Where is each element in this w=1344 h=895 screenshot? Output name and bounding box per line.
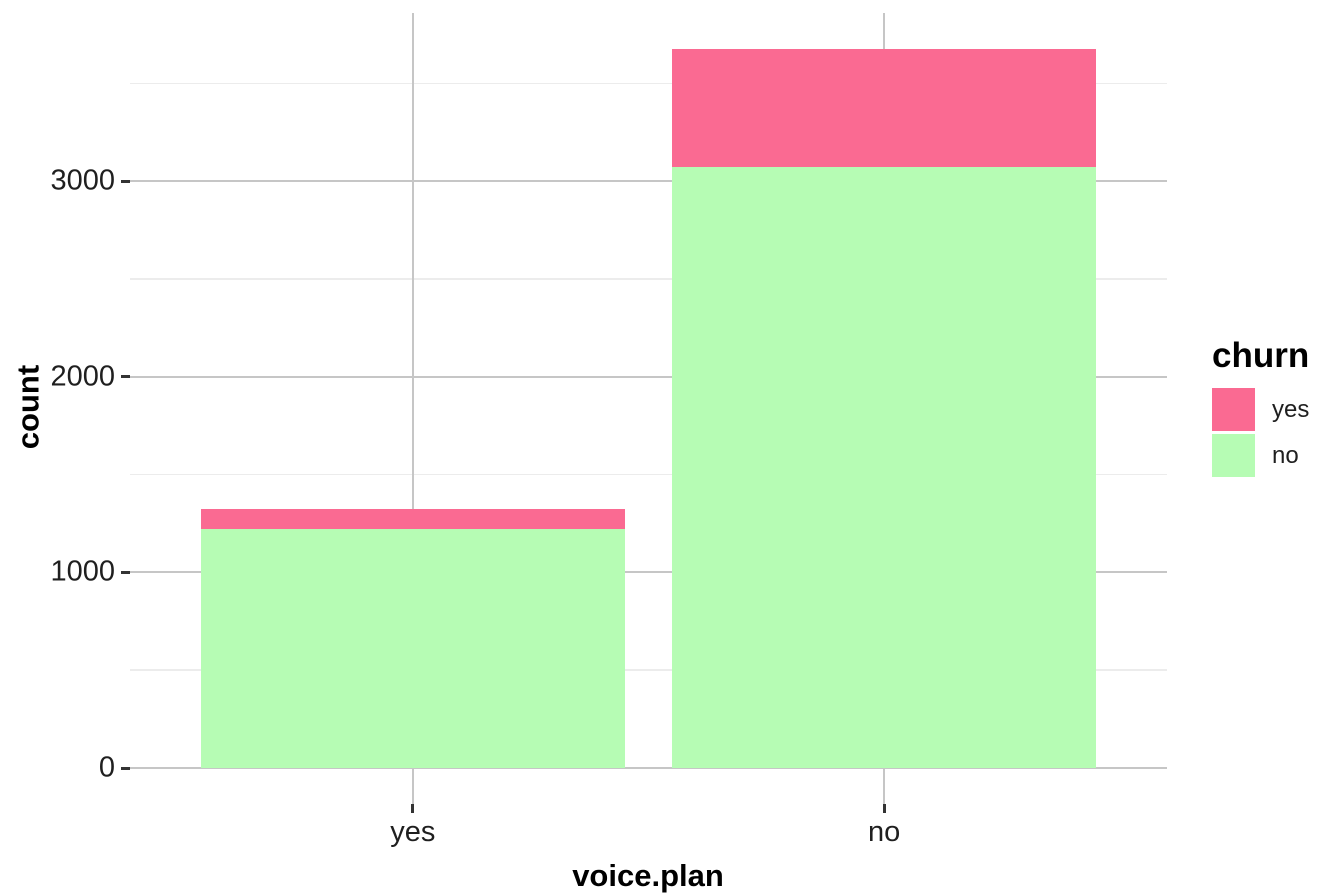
y-major-gridline — [130, 571, 1167, 574]
y-major-gridline — [130, 180, 1167, 183]
y-major-gridline — [130, 767, 1167, 770]
y-axis-tick — [121, 766, 130, 770]
legend-key-yes — [1212, 388, 1255, 431]
legend-entries: yes no — [1212, 388, 1309, 477]
y-axis-tick — [121, 570, 130, 574]
y-minor-gridline — [130, 82, 1167, 85]
y-axis-tick — [121, 375, 130, 379]
bar-segment-no-yes — [672, 48, 1097, 168]
x-axis-title: voice.plan — [572, 858, 724, 893]
legend: churn yes no — [1212, 338, 1309, 480]
x-axis-tick — [411, 804, 415, 813]
x-tick-label: no — [868, 816, 901, 848]
x-tick-label: yes — [390, 816, 436, 848]
legend-key-no — [1212, 434, 1255, 477]
legend-entry-label: yes — [1272, 395, 1310, 423]
x-major-gridline — [411, 13, 414, 804]
y-tick-label: 0 — [98, 751, 115, 784]
legend-entry: no — [1212, 434, 1309, 477]
plot-panel — [130, 13, 1167, 804]
legend-entry-label: no — [1272, 441, 1299, 469]
legend-entry: yes — [1212, 388, 1309, 431]
bar-segment-yes-yes — [200, 509, 625, 530]
y-minor-gridline — [130, 278, 1167, 280]
legend-title: churn — [1212, 336, 1310, 375]
bar-segment-yes-no — [200, 529, 625, 769]
bar-segment-no-no — [672, 167, 1097, 768]
y-axis-tick — [121, 179, 130, 183]
y-minor-gridline — [130, 473, 1167, 476]
y-minor-gridline — [130, 669, 1167, 671]
y-tick-label: 3000 — [50, 164, 115, 197]
y-tick-label: 2000 — [50, 360, 115, 393]
y-major-gridline — [130, 375, 1167, 378]
y-tick-label: 1000 — [50, 555, 115, 588]
x-axis-tick — [882, 804, 886, 813]
